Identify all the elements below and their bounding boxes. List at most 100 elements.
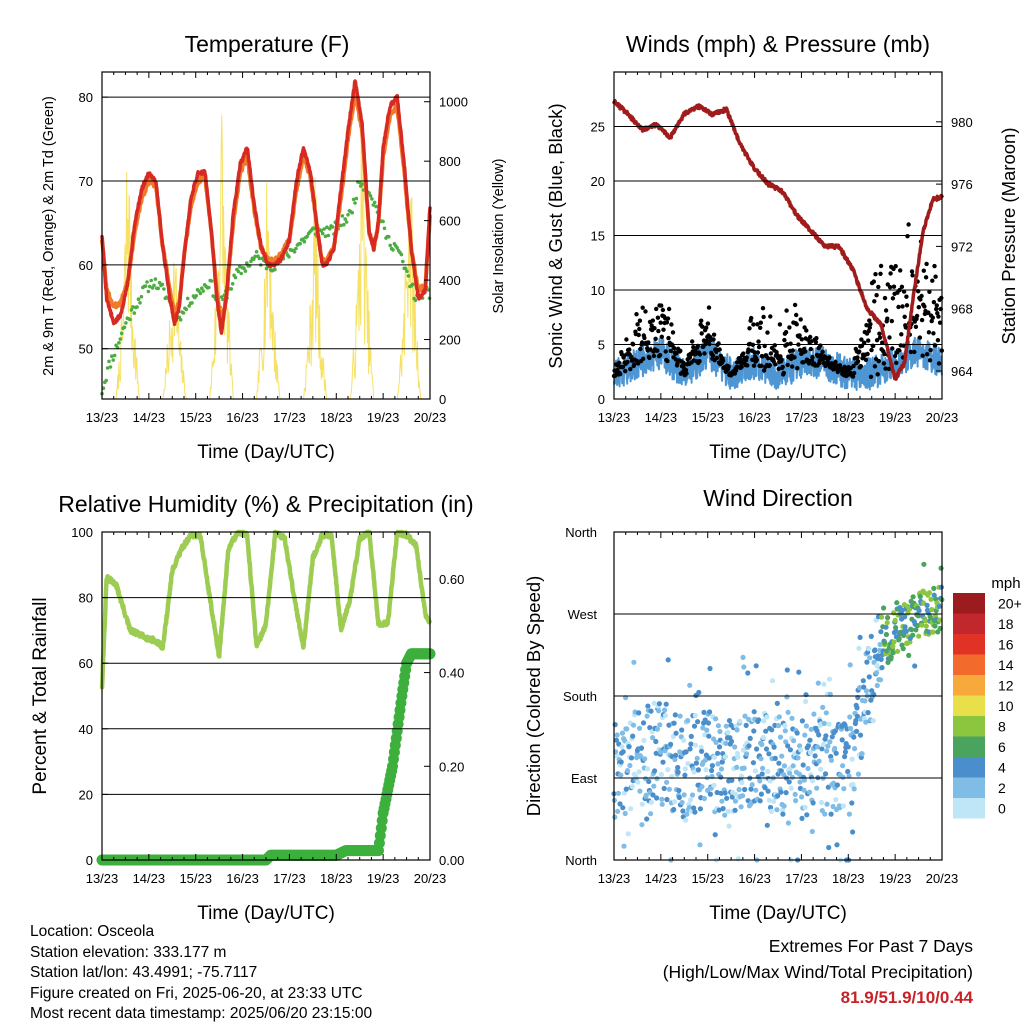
dewpoint-point	[108, 365, 113, 369]
temperature-title: Temperature (F)	[185, 31, 350, 57]
direction-point	[713, 739, 719, 746]
x-tick-label: 19/23	[879, 410, 912, 425]
direction-point	[618, 759, 624, 765]
gust-point	[891, 284, 897, 289]
direction-point	[841, 786, 847, 792]
gust-point	[751, 322, 756, 327]
direction-point	[706, 733, 712, 739]
direction-point	[795, 755, 801, 761]
dewpoint-point	[146, 289, 151, 294]
direction-point	[684, 811, 690, 817]
dir-y-label: North	[565, 525, 597, 540]
direction-point	[618, 772, 624, 778]
gust-point	[916, 305, 921, 310]
direction-point	[694, 755, 700, 761]
gust-point	[657, 352, 663, 358]
direction-point	[740, 793, 746, 799]
dewpoint-point	[387, 234, 391, 239]
direction-point	[805, 743, 812, 749]
pressure-y-label: 980	[951, 115, 973, 130]
winds-ylabel-left: Sonic Wind & Gust (Blue, Black)	[545, 103, 566, 368]
direction-point	[932, 623, 938, 629]
direction-point	[931, 585, 937, 592]
direction-point	[725, 729, 731, 735]
direction-point	[801, 777, 808, 783]
direction-point	[834, 842, 840, 848]
direction-point	[711, 782, 717, 788]
x-tick-label: 15/23	[691, 410, 724, 425]
direction-point	[789, 715, 795, 721]
gust-point	[912, 349, 917, 355]
gust-point	[894, 360, 899, 365]
gust-point	[700, 324, 705, 329]
direction-point	[622, 810, 628, 817]
direction-point	[809, 828, 815, 835]
dewpoint-point	[236, 269, 241, 274]
dewpoint-point	[346, 213, 350, 217]
gust-point	[768, 314, 773, 319]
direction-point	[854, 705, 860, 711]
direction-point	[840, 803, 847, 809]
gust-point	[795, 366, 800, 371]
gust-point	[640, 305, 645, 310]
direction-point	[645, 703, 651, 709]
direction-point	[790, 763, 796, 769]
direction-point	[656, 701, 663, 707]
direction-point	[751, 709, 757, 715]
direction-point	[910, 632, 916, 638]
x-tick-label: 13/23	[86, 871, 119, 886]
gust-point	[792, 355, 797, 360]
gust-point	[618, 371, 623, 377]
gust-point	[765, 330, 770, 335]
x-tick-label: 20/23	[926, 871, 959, 886]
direction-ylabel-left: Direction (Colored By Speed)	[523, 576, 544, 817]
dewpoint-point	[322, 227, 326, 231]
gust-point	[874, 338, 880, 343]
gust-point	[919, 293, 924, 299]
gust-point	[749, 315, 754, 321]
direction-point	[728, 738, 735, 745]
colorbar-swatch	[953, 593, 985, 614]
direction-point	[630, 722, 637, 728]
gust-point	[787, 325, 792, 330]
wind-y-label: 25	[591, 120, 605, 135]
gust-point	[865, 351, 870, 357]
wind-y-label: 20	[591, 174, 605, 189]
rh-y-label: 60	[79, 656, 93, 671]
dewpoint-point	[388, 243, 393, 248]
direction-point	[715, 761, 721, 767]
direction-point	[707, 791, 714, 797]
direction-point	[751, 728, 757, 734]
direction-point	[691, 723, 698, 729]
solar-y-label: 200	[439, 333, 461, 348]
direction-point	[753, 663, 759, 669]
direction-point	[926, 590, 933, 596]
temperature-ylabel-right: Solar Insolation (Yellow)	[491, 158, 507, 313]
direction-point	[818, 799, 825, 806]
direction-point	[763, 746, 770, 752]
dewpoint-point	[287, 254, 291, 259]
dewpoint-point	[249, 259, 253, 264]
dewpoint-point	[301, 237, 305, 241]
direction-point	[822, 811, 828, 817]
direction-point	[628, 755, 635, 761]
x-tick-label: 15/23	[179, 871, 212, 886]
gust-point	[874, 293, 879, 298]
dewpoint-point	[312, 226, 317, 231]
gust-point	[918, 297, 923, 302]
direction-point	[936, 603, 943, 609]
dewpoint-point	[381, 219, 385, 224]
gust-point	[922, 304, 927, 309]
direction-point	[698, 744, 704, 750]
direction-point	[783, 739, 789, 745]
colorbar-label: 6	[998, 739, 1006, 755]
gust-point	[924, 261, 929, 267]
dewpoint-point	[149, 278, 153, 283]
direction-point	[895, 648, 901, 654]
gust-point	[878, 271, 883, 276]
direction-point	[865, 710, 871, 716]
direction-point	[681, 737, 687, 743]
dewpoint-point	[292, 250, 297, 254]
direction-point	[820, 704, 826, 711]
direction-point	[867, 655, 873, 661]
